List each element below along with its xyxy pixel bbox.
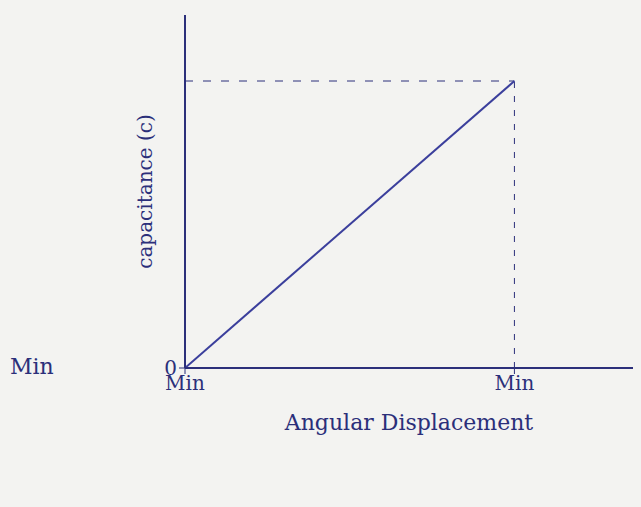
svg-text:Min: Min [165, 371, 205, 396]
html-text:Min: Min [10, 354, 54, 379]
svg-text:Min: Min [495, 371, 535, 395]
svg-text:0: 0 [164, 356, 177, 380]
svg-text:capacitance (c): capacitance (c) [133, 114, 157, 269]
svg-text:Angular Displacement: Angular Displacement [284, 410, 534, 435]
